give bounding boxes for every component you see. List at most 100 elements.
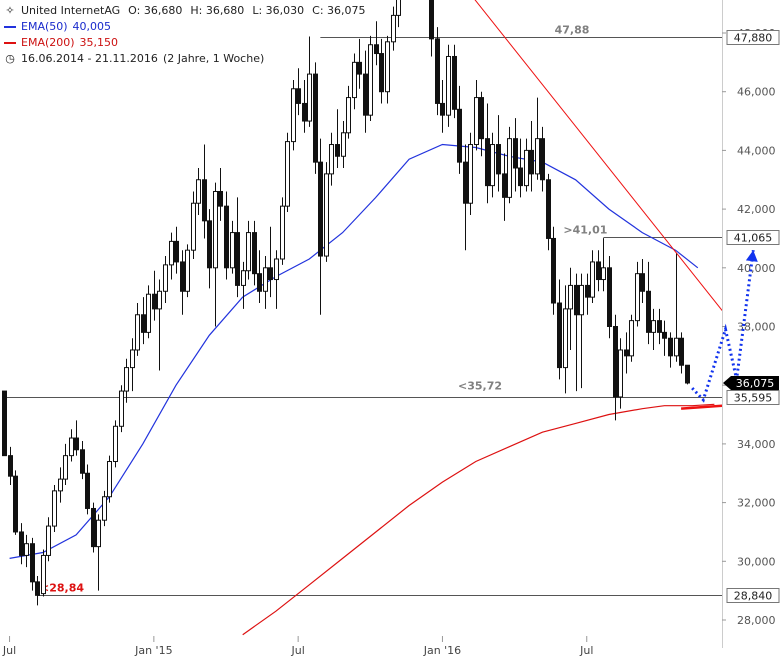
trendline-downtrend [474,0,722,312]
y-tick-label: 44,000 [737,144,776,157]
candle-body [141,314,146,333]
candle-body [224,205,229,269]
candle-body [651,320,656,333]
candle-body [502,173,507,198]
candle-body [679,337,684,366]
candle-body [357,61,362,75]
last-price-box [723,375,779,390]
candle-body [518,167,523,187]
candle-body [629,320,634,357]
candle-body [30,543,35,583]
candle-body [474,97,479,146]
candle-body [601,267,606,281]
candle-body [152,293,157,310]
y-tick-label: 32,000 [737,497,776,510]
candle-body [341,132,346,157]
candle-body [107,461,112,498]
candle-body [124,367,129,392]
y-tick-label: 30,000 [737,555,776,568]
candle-body [324,173,329,257]
legend-ema50: EMA(50) 40,005 [4,19,374,35]
candle-body [302,102,307,122]
candle-body [113,425,118,463]
candle-body [69,437,74,457]
candle-body [196,179,201,204]
candle-body [674,337,679,357]
candle-body [213,190,218,269]
candle-body [624,349,629,357]
candle-body [513,138,518,169]
candle-body [468,144,473,204]
period-interval: (2 Jahre, 1 Woche) [162,52,265,65]
candle-body [446,55,451,116]
candle-body [657,320,662,333]
candle-body [246,232,251,272]
ema200-value: 35,150 [79,36,119,49]
candle-body [579,284,584,316]
level-label: >41,01 [563,224,607,237]
axis-price-label: 41,065 [734,232,773,245]
candle-body [585,284,590,298]
last-price-label: 36,075 [736,377,775,390]
candle-body [185,249,190,292]
candle-body [52,490,57,527]
candle-body [85,472,90,509]
candle-body [191,202,196,251]
candle-body [563,308,568,369]
candle-body [263,267,268,292]
candle-body [396,0,401,16]
candle-body [146,293,151,333]
legend-instrument: ✧ United InternetAG O: 36,680 H: 36,680 … [4,3,374,19]
projection-arrowhead [745,250,758,262]
candle-body [296,88,301,104]
candle-body [291,88,296,143]
candle-body [241,270,246,286]
candle-body [524,149,529,187]
candle-body [457,108,462,163]
candle-body [368,44,373,116]
ema50-value: 40,005 [72,20,112,33]
x-tick-label: Jan '16 [423,644,461,657]
ohlc-low: L: 36,030 [252,4,305,17]
ohlc-close: C: 36,075 [312,4,366,17]
candle-body [46,525,51,556]
candle-body [202,179,207,222]
chart-legend: ✧ United InternetAG O: 36,680 H: 36,680 … [4,3,374,67]
candle-body [485,138,490,187]
candle-body [435,38,440,104]
candle-body [35,581,40,596]
candle-body [174,240,179,263]
level-label: 47,88 [555,24,590,37]
y-tick-label: 38,000 [737,321,776,334]
candle-body [274,258,279,281]
legend-period: ◷ 16.06.2014 - 21.11.2016 (2 Jahre, 1 Wo… [4,51,374,67]
candle-body [613,326,618,398]
level-label: <28,84 [40,582,84,595]
candle-body [135,314,140,351]
clock-icon: ◷ [5,52,15,65]
ema200-swatch [4,42,16,44]
ohlc-open: O: 36,680 [128,4,183,17]
trendline-support [681,404,722,410]
candle-body [63,455,68,480]
candle-body [285,141,290,207]
axis-price-label: 28,840 [734,590,773,603]
candle-body [646,290,651,333]
candle-body [391,14,396,43]
projection-path [691,250,755,403]
y-tick-label: 42,000 [737,203,776,216]
axis-price-box [726,30,780,45]
candle-body [490,144,495,187]
candle-body [640,273,645,292]
candle-body [74,437,79,451]
candle-body [557,302,562,369]
y-tick-label: 34,000 [737,438,776,451]
candle-body [157,290,162,310]
candle-body [363,73,368,116]
series-line [242,403,715,636]
candle-body [374,44,379,55]
candle-body [452,55,457,110]
candle-body [163,264,168,292]
candle-body [440,102,445,116]
